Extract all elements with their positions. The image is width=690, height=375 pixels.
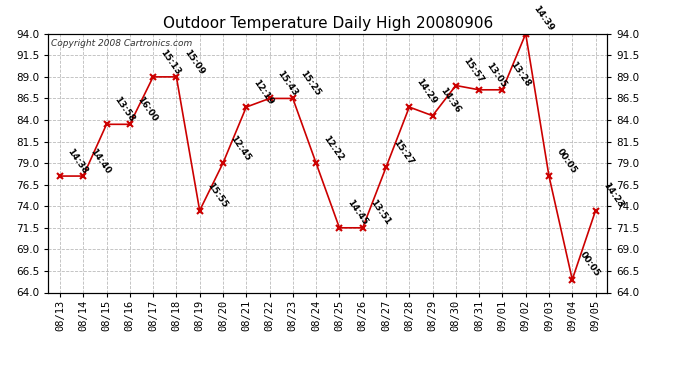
Text: 14:45: 14:45 xyxy=(345,198,369,227)
Text: Copyright 2008 Cartronics.com: Copyright 2008 Cartronics.com xyxy=(51,39,193,48)
Text: 12:22: 12:22 xyxy=(322,134,346,162)
Text: 12:19: 12:19 xyxy=(252,78,276,106)
Title: Outdoor Temperature Daily High 20080906: Outdoor Temperature Daily High 20080906 xyxy=(163,16,493,31)
Text: 14:36: 14:36 xyxy=(438,86,462,115)
Text: 13:51: 13:51 xyxy=(368,198,392,227)
Text: 00:05: 00:05 xyxy=(555,147,578,175)
Text: 13:58: 13:58 xyxy=(112,95,136,123)
Text: 16:00: 16:00 xyxy=(135,95,159,123)
Text: 14:29: 14:29 xyxy=(415,78,439,106)
Text: 14:38: 14:38 xyxy=(66,147,90,175)
Text: 14:40: 14:40 xyxy=(89,147,112,175)
Text: 13:05: 13:05 xyxy=(484,60,509,89)
Text: 15:13: 15:13 xyxy=(159,48,182,76)
Text: 15:09: 15:09 xyxy=(182,48,206,76)
Text: 15:57: 15:57 xyxy=(462,56,485,85)
Text: 14:39: 14:39 xyxy=(531,4,555,33)
Text: 00:05: 00:05 xyxy=(578,251,602,279)
Text: 12:45: 12:45 xyxy=(228,134,253,162)
Text: 13:28: 13:28 xyxy=(508,60,532,89)
Text: 15:55: 15:55 xyxy=(205,181,229,210)
Text: 15:43: 15:43 xyxy=(275,69,299,98)
Text: 15:27: 15:27 xyxy=(391,138,415,166)
Text: 14:23: 14:23 xyxy=(601,181,625,210)
Text: 15:25: 15:25 xyxy=(298,69,322,98)
